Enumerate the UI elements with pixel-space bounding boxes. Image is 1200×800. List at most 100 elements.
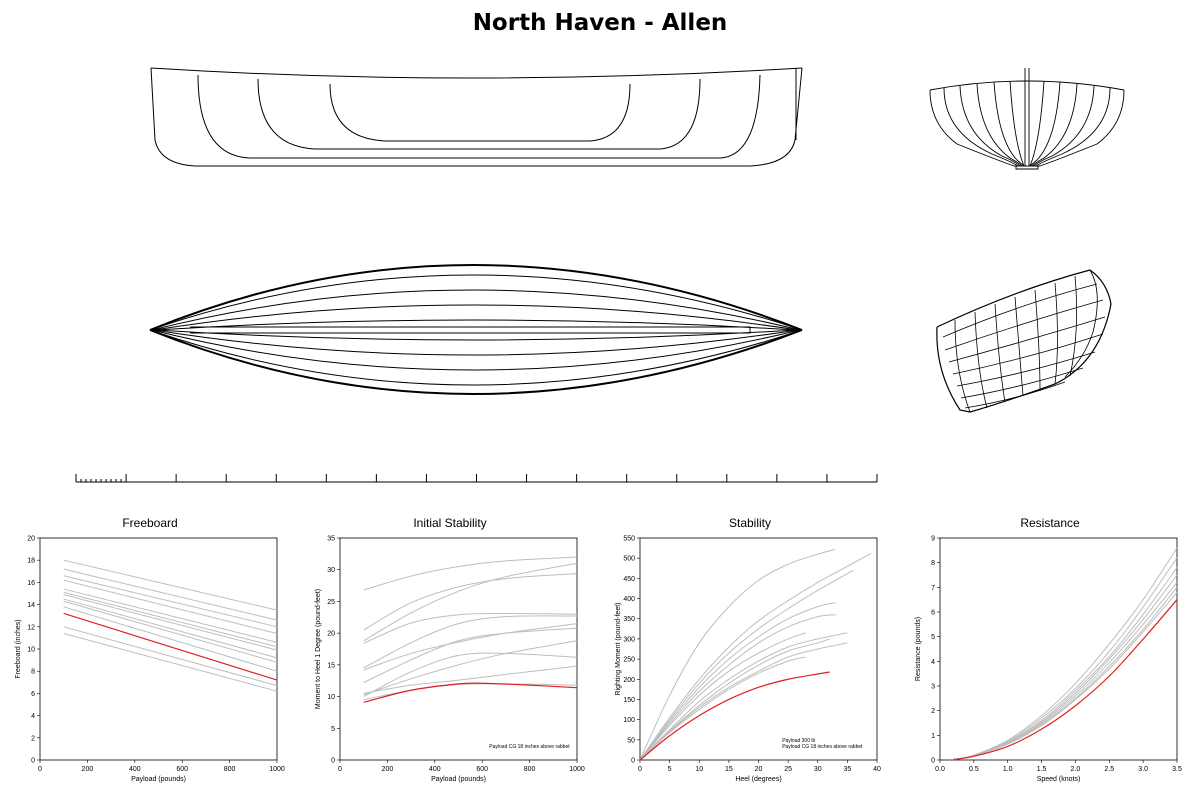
plan-outline-lower	[149, 329, 803, 395]
x-tick-label: 0.0	[935, 766, 945, 773]
freeboard-chart: 0 200 400 600 800 1000 0 2 4 6 8 10 12 14 16 18 20 Payloa…	[15, 536, 285, 784]
y-tick-label: 9	[931, 536, 935, 543]
y-tick-label: 0	[331, 758, 335, 765]
stability-chart: 0 5 10 15 20 25 30 35 40050100150200250300350400…	[615, 536, 881, 784]
grey-series-line	[363, 556, 578, 591]
chart-annotation: Payload 300 lb	[782, 738, 815, 744]
x-tick-label: 10	[695, 766, 703, 773]
y-tick-label: 2	[31, 735, 35, 742]
body-plan-outline	[929, 89, 1125, 167]
perspective-view	[936, 269, 1112, 413]
grey-series-line	[63, 568, 278, 621]
chart-annotation: Payload CG 18 inches above rabbet	[782, 744, 863, 750]
profile-view	[150, 67, 803, 167]
profile-buttock-1	[197, 74, 761, 159]
initial-stability-chart: 0 200 400 600 800 1000 0 5 10 15 20 25 30 35 Payload (…	[315, 536, 585, 784]
y-tick-label: 1	[931, 733, 935, 740]
y-tick-label: 4	[31, 713, 35, 720]
grey-series-line	[63, 588, 278, 643]
y-axis-label: Resistance (pounds)	[915, 617, 922, 681]
x-tick-label: 800	[224, 766, 236, 773]
grey-series-line	[953, 587, 1178, 760]
grey-series-line	[639, 656, 807, 761]
x-tick-label: 5	[668, 766, 672, 773]
y-tick-label: 350	[623, 616, 635, 623]
x-tick-label: 0	[38, 766, 42, 773]
plot-frame	[39, 537, 278, 761]
grey-series-line	[639, 632, 848, 761]
grey-series-line	[953, 582, 1178, 760]
grey-series-line	[639, 548, 836, 761]
grey-series-line	[63, 575, 278, 628]
y-tick-label: 8	[931, 560, 935, 567]
grey-series-line	[639, 602, 836, 761]
chart-title-initial-stability: Initial Stability	[413, 516, 487, 530]
y-tick-label: 8	[31, 669, 35, 676]
grey-series-line	[363, 640, 578, 696]
x-tick-label: 1000	[569, 766, 585, 773]
x-tick-label: 0	[638, 766, 642, 773]
plot-frame	[939, 537, 1178, 761]
y-tick-label: 450	[623, 576, 635, 583]
x-axis-label: Payload (pounds)	[431, 776, 486, 783]
grey-series-line	[63, 559, 278, 611]
grey-series-line	[953, 547, 1178, 760]
body-plan-centerline	[1024, 68, 1030, 166]
grey-series-line	[953, 591, 1178, 760]
grey-series-line	[363, 683, 578, 701]
y-tick-label: 14	[27, 602, 35, 609]
x-axis-label: Speed (knots)	[1037, 776, 1081, 783]
grey-series-line	[63, 579, 278, 634]
grey-series-line	[639, 642, 848, 761]
grey-series-line	[639, 632, 807, 761]
x-tick-label: 15	[725, 766, 733, 773]
x-tick-label: 25	[784, 766, 792, 773]
resistance-chart: 0.0 0.5 1.0 1.5 2.0 2.5 3.0 3.5 0 1 2 3 4 5 6 7 8 9 Speed …	[915, 536, 1182, 784]
profile-sheer-line	[150, 67, 803, 79]
y-tick-label: 300	[623, 636, 635, 643]
grey-series-line	[63, 632, 278, 692]
y-tick-label: 550	[623, 536, 635, 543]
y-axis-label: Righting Moment (pound-feet)	[615, 603, 622, 696]
x-tick-label: 35	[843, 766, 851, 773]
x-tick-label: 2.5	[1104, 766, 1114, 773]
y-tick-label: 6	[931, 610, 935, 617]
y-tick-label: 0	[931, 758, 935, 765]
grey-series-line	[363, 615, 578, 669]
grey-series-line	[63, 600, 278, 663]
y-axis-label: Moment to Heel 1 Degree (pound-feet)	[315, 589, 322, 709]
y-tick-label: 30	[327, 567, 335, 574]
x-tick-label: 0.5	[969, 766, 979, 773]
y-tick-label: 250	[623, 657, 635, 664]
x-tick-label: 1.0	[1003, 766, 1013, 773]
plan-view	[149, 264, 803, 395]
chart-annotation: Payload CG 18 inches above rabbet	[489, 744, 570, 750]
y-tick-label: 20	[327, 631, 335, 638]
y-tick-label: 500	[623, 556, 635, 563]
plan-outline-upper	[149, 264, 803, 331]
body-plan-view	[929, 68, 1125, 170]
red-series-line	[63, 612, 278, 681]
grey-series-line	[363, 573, 578, 631]
y-axis-label: Freeboard (inches)	[15, 619, 22, 678]
y-tick-label: 18	[27, 558, 35, 565]
grey-series-line	[639, 638, 830, 761]
y-tick-label: 100	[623, 717, 635, 724]
grey-series-line	[63, 626, 278, 687]
x-tick-label: 800	[524, 766, 536, 773]
y-tick-label: 400	[623, 596, 635, 603]
grey-series-line	[639, 569, 854, 761]
x-tick-label: 400	[429, 766, 441, 773]
perspective-outline	[936, 269, 1112, 413]
y-tick-label: 25	[327, 599, 335, 606]
x-tick-label: 200	[82, 766, 94, 773]
x-tick-label: 3.5	[1172, 766, 1182, 773]
x-tick-label: 1000	[269, 766, 285, 773]
grey-series-line	[639, 552, 872, 761]
y-tick-label: 35	[327, 536, 335, 543]
grey-series-line	[63, 591, 278, 648]
chart-title-stability: Stability	[728, 516, 772, 530]
x-tick-label: 0	[338, 766, 342, 773]
red-series-line	[363, 682, 578, 703]
y-tick-label: 50	[627, 737, 635, 744]
